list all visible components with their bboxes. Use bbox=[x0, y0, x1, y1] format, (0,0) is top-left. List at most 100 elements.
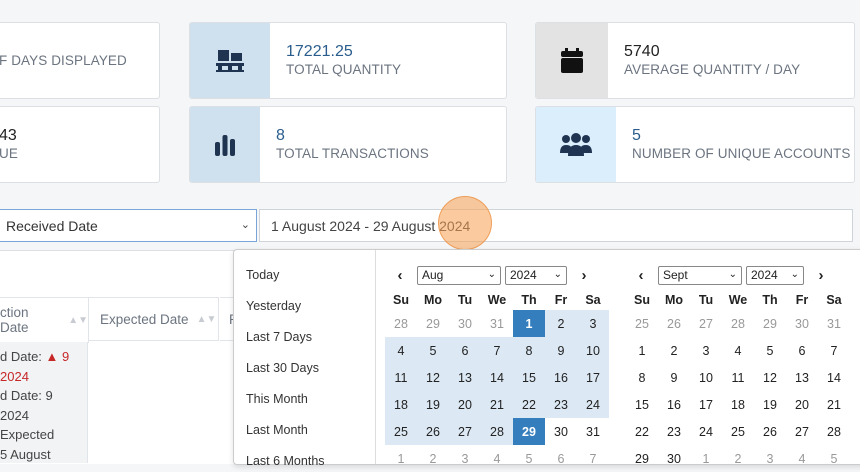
calendar-day[interactable]: 18 bbox=[385, 391, 417, 418]
calendar-day[interactable]: 25 bbox=[635, 316, 649, 331]
calendar-day[interactable]: 17 bbox=[699, 397, 713, 412]
calendar-day[interactable]: 11 bbox=[731, 370, 745, 385]
range-last-6-months[interactable]: Last 6 Months bbox=[246, 454, 325, 468]
calendar-day[interactable]: 28 bbox=[827, 424, 841, 439]
calendar-day[interactable]: 7 bbox=[481, 337, 513, 364]
calendar-day[interactable]: 16 bbox=[545, 364, 577, 391]
calendar-day[interactable]: 1 bbox=[702, 451, 710, 466]
calendar-day[interactable]: 4 bbox=[798, 451, 806, 466]
calendar-day[interactable]: 1 bbox=[513, 310, 545, 337]
calendar-day[interactable]: 24 bbox=[577, 391, 609, 418]
calendar-day[interactable]: 7 bbox=[589, 451, 597, 466]
date-range-input[interactable]: 1 August 2024 - 29 August 2024 bbox=[259, 209, 853, 242]
calendar-day[interactable]: 3 bbox=[461, 451, 469, 466]
calendar-day[interactable]: 31 bbox=[586, 424, 600, 439]
calendar-day[interactable]: 3 bbox=[577, 310, 609, 337]
range-yesterday[interactable]: Yesterday bbox=[246, 299, 302, 313]
calendar-day[interactable]: 4 bbox=[493, 451, 501, 466]
calendar-day[interactable]: 20 bbox=[449, 391, 481, 418]
calendar-day[interactable]: 6 bbox=[798, 343, 806, 358]
calendar-day[interactable]: 14 bbox=[827, 370, 841, 385]
calendar-day[interactable]: 11 bbox=[385, 364, 417, 391]
calendar-day[interactable]: 12 bbox=[763, 370, 777, 385]
calendar-day[interactable]: 29 bbox=[635, 451, 649, 466]
calendar-day[interactable]: 22 bbox=[513, 391, 545, 418]
calendar-day[interactable]: 3 bbox=[766, 451, 774, 466]
calendar-day[interactable]: 14 bbox=[481, 364, 513, 391]
calendar-day[interactable]: 27 bbox=[795, 424, 809, 439]
calendar-day[interactable]: 2 bbox=[545, 310, 577, 337]
calendar-day[interactable]: 13 bbox=[449, 364, 481, 391]
calendar-day[interactable]: 6 bbox=[449, 337, 481, 364]
calendar-day[interactable]: 21 bbox=[481, 391, 513, 418]
calendar-day[interactable]: 10 bbox=[577, 337, 609, 364]
calendar-day[interactable]: 3 bbox=[702, 343, 710, 358]
calendar-day[interactable]: 29 bbox=[513, 418, 545, 445]
date-type-select[interactable]: Received Date ⌄ bbox=[0, 209, 257, 242]
year-select[interactable]: 2024 ⌄ bbox=[746, 265, 804, 285]
calendar-day[interactable]: 20 bbox=[795, 397, 809, 412]
column-header-transaction-date[interactable]: ction Date ▲▼ bbox=[0, 297, 89, 343]
month-select[interactable]: Sept ⌄ bbox=[658, 265, 742, 285]
calendar-day[interactable]: 25 bbox=[731, 424, 745, 439]
calendar-day[interactable]: 22 bbox=[635, 424, 649, 439]
calendar-day[interactable]: 29 bbox=[426, 316, 440, 331]
calendar-day[interactable]: 10 bbox=[699, 370, 713, 385]
calendar-day[interactable]: 5 bbox=[525, 451, 533, 466]
calendar-day[interactable]: 30 bbox=[795, 316, 809, 331]
range-today[interactable]: Today bbox=[246, 268, 280, 282]
calendar-day[interactable]: 29 bbox=[763, 316, 777, 331]
calendar-day[interactable]: 5 bbox=[830, 451, 838, 466]
calendar-day[interactable]: 1 bbox=[638, 343, 646, 358]
calendar-day[interactable]: 28 bbox=[731, 316, 745, 331]
calendar-day[interactable]: 21 bbox=[827, 397, 841, 412]
calendar-day[interactable]: 23 bbox=[667, 424, 681, 439]
calendar-day[interactable]: 17 bbox=[577, 364, 609, 391]
calendar-day[interactable]: 8 bbox=[513, 337, 545, 364]
calendar-day[interactable]: 30 bbox=[667, 451, 681, 466]
prev-month-button[interactable]: ‹ bbox=[638, 266, 644, 284]
calendar-day[interactable]: 15 bbox=[635, 397, 649, 412]
range-last-30-days[interactable]: Last 30 Days bbox=[246, 361, 319, 375]
calendar-day[interactable]: 28 bbox=[394, 316, 408, 331]
calendar-day[interactable]: 9 bbox=[545, 337, 577, 364]
calendar-day[interactable]: 5 bbox=[417, 337, 449, 364]
calendar-day[interactable]: 26 bbox=[763, 424, 777, 439]
calendar-day[interactable]: 26 bbox=[667, 316, 681, 331]
calendar-day[interactable]: 2 bbox=[429, 451, 437, 466]
calendar-day[interactable]: 26 bbox=[417, 418, 449, 445]
range-last-month[interactable]: Last Month bbox=[246, 423, 308, 437]
calendar-day[interactable]: 19 bbox=[417, 391, 449, 418]
calendar-day[interactable]: 6 bbox=[557, 451, 565, 466]
calendar-day[interactable]: 18 bbox=[731, 397, 745, 412]
calendar-day[interactable]: 13 bbox=[795, 370, 809, 385]
calendar-day[interactable]: 4 bbox=[385, 337, 417, 364]
calendar-day[interactable]: 5 bbox=[766, 343, 774, 358]
calendar-day[interactable]: 8 bbox=[638, 370, 646, 385]
calendar-day[interactable]: 30 bbox=[554, 424, 568, 439]
calendar-day[interactable]: 7 bbox=[830, 343, 838, 358]
calendar-day[interactable]: 25 bbox=[385, 418, 417, 445]
column-header-expected-date[interactable]: Expected Date ▲▼ bbox=[89, 297, 219, 341]
year-select[interactable]: 2024 ⌄ bbox=[505, 265, 567, 285]
calendar-day[interactable]: 24 bbox=[699, 424, 713, 439]
prev-month-button[interactable]: ‹ bbox=[397, 266, 403, 284]
next-month-button[interactable]: › bbox=[818, 266, 824, 284]
range-last-7-days[interactable]: Last 7 Days bbox=[246, 330, 313, 344]
calendar-day[interactable]: 1 bbox=[397, 451, 405, 466]
calendar-day[interactable]: 12 bbox=[417, 364, 449, 391]
calendar-day[interactable]: 31 bbox=[490, 316, 504, 331]
calendar-day[interactable]: 27 bbox=[699, 316, 713, 331]
calendar-day[interactable]: 2 bbox=[670, 343, 678, 358]
calendar-day[interactable]: 23 bbox=[545, 391, 577, 418]
calendar-day[interactable]: 16 bbox=[667, 397, 681, 412]
calendar-day[interactable]: 2 bbox=[734, 451, 742, 466]
calendar-day[interactable]: 9 bbox=[670, 370, 678, 385]
calendar-day[interactable]: 28 bbox=[481, 418, 513, 445]
calendar-day[interactable]: 27 bbox=[449, 418, 481, 445]
month-select[interactable]: Aug ⌄ bbox=[417, 265, 501, 285]
calendar-day[interactable]: 4 bbox=[734, 343, 742, 358]
calendar-day[interactable]: 30 bbox=[458, 316, 472, 331]
range-this-month[interactable]: This Month bbox=[246, 392, 308, 406]
calendar-day[interactable]: 31 bbox=[827, 316, 841, 331]
